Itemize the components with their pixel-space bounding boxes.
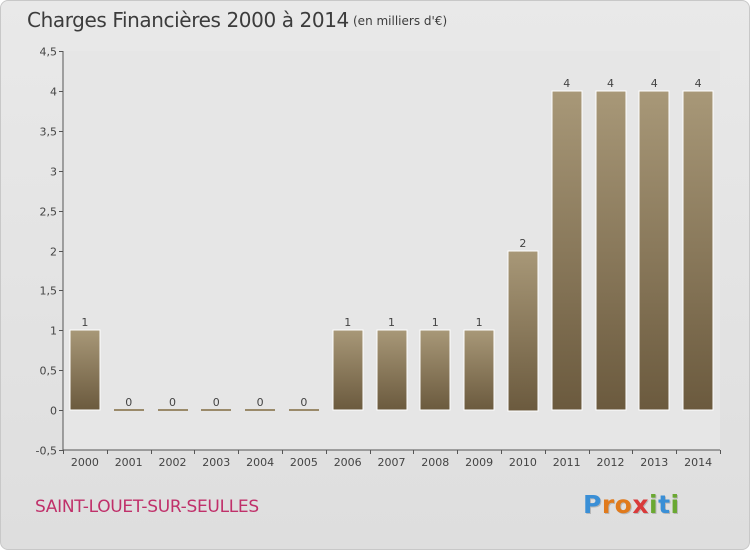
bar-2001 xyxy=(114,409,144,411)
y-tick-label: 4 xyxy=(50,86,57,99)
logo-letter: x xyxy=(632,490,649,519)
chart-bars xyxy=(69,90,714,412)
data-label: 0 xyxy=(169,396,176,409)
x-tick-label: 2004 xyxy=(246,456,274,469)
bar-2012 xyxy=(595,90,627,411)
logo-letter: i xyxy=(670,490,680,519)
data-label: 4 xyxy=(607,77,614,90)
y-tick-label: -0,5 xyxy=(36,445,57,458)
data-label: 1 xyxy=(388,316,395,329)
bar-2013 xyxy=(638,90,670,411)
logo-letter: r xyxy=(601,490,615,519)
bar-2005 xyxy=(289,409,319,411)
data-label: 1 xyxy=(344,316,351,329)
bar-2014 xyxy=(682,90,714,411)
logo-letter: P xyxy=(583,490,602,519)
bar-2002 xyxy=(158,409,188,411)
data-label: 0 xyxy=(213,396,220,409)
x-tick-label: 2014 xyxy=(684,456,712,469)
data-label: 4 xyxy=(651,77,658,90)
data-label: 1 xyxy=(81,316,88,329)
data-label: 2 xyxy=(519,237,526,250)
x-tick-label: 2000 xyxy=(71,456,99,469)
data-label: 1 xyxy=(432,316,439,329)
chart-subtitle: (en milliers d'€) xyxy=(353,14,448,28)
x-tick-label: 2009 xyxy=(465,456,493,469)
x-tick-label: 2006 xyxy=(334,456,362,469)
logo-letter: o xyxy=(614,490,633,519)
x-tick-label: 2013 xyxy=(640,456,668,469)
chart-labels: 2000 1 2001 0 2002 0 2003 0 2004 0 2005 0 2006 1 2007 1… xyxy=(71,77,712,469)
x-tick-label: 2003 xyxy=(202,456,230,469)
data-label: 0 xyxy=(300,396,307,409)
y-tick-label: 0 xyxy=(50,405,57,418)
bar-2010 xyxy=(507,250,539,412)
data-label: 4 xyxy=(563,77,570,90)
data-label: 1 xyxy=(476,316,483,329)
y-tick-label: 1,5 xyxy=(40,285,58,298)
logo-letter: i xyxy=(649,490,659,519)
bar-2008 xyxy=(419,329,451,411)
x-tick-label: 2001 xyxy=(115,456,143,469)
y-tick-label: 2 xyxy=(50,246,57,259)
x-tick-label: 2012 xyxy=(597,456,625,469)
y-tick-label: 3,5 xyxy=(40,126,58,139)
logo-letter: t xyxy=(658,490,671,519)
y-tick-label: 2,5 xyxy=(40,206,58,219)
y-tick-label: 4,5 xyxy=(40,46,58,59)
y-tick-label: 3 xyxy=(50,166,57,179)
x-tick-label: 2008 xyxy=(421,456,449,469)
data-label: 4 xyxy=(695,77,702,90)
x-tick-label: 2011 xyxy=(553,456,581,469)
proxiti-logo: Proxiti xyxy=(583,490,680,519)
bar-2004 xyxy=(245,409,275,411)
bar-2003 xyxy=(201,409,231,411)
x-tick-label: 2005 xyxy=(290,456,318,469)
bar-2009 xyxy=(463,329,495,411)
chart-title: Charges Financières 2000 à 2014 xyxy=(27,8,349,32)
data-label: 0 xyxy=(257,396,264,409)
x-tick-label: 2010 xyxy=(509,456,537,469)
bar-2006 xyxy=(332,329,364,411)
commune-name: SAINT-LOUET-SUR-SEULLES xyxy=(35,497,259,517)
bar-2007 xyxy=(376,329,408,411)
x-tick-label: 2002 xyxy=(159,456,187,469)
data-label: 0 xyxy=(125,396,132,409)
y-tick-label: 0,5 xyxy=(40,365,58,378)
y-tick-label: 1 xyxy=(50,325,57,338)
bar-2000 xyxy=(69,329,101,411)
x-tick-label: 2007 xyxy=(378,456,406,469)
bar-2011 xyxy=(551,90,583,411)
